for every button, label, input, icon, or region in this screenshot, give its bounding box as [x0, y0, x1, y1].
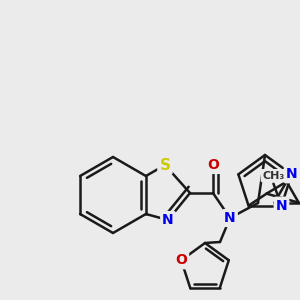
- Text: N: N: [276, 199, 287, 213]
- Text: S: S: [160, 158, 170, 172]
- Text: N: N: [162, 213, 174, 227]
- Text: N: N: [286, 167, 297, 181]
- Text: O: O: [175, 253, 187, 267]
- Text: O: O: [207, 158, 219, 172]
- Text: CH₃: CH₃: [262, 171, 285, 181]
- Text: N: N: [224, 211, 236, 225]
